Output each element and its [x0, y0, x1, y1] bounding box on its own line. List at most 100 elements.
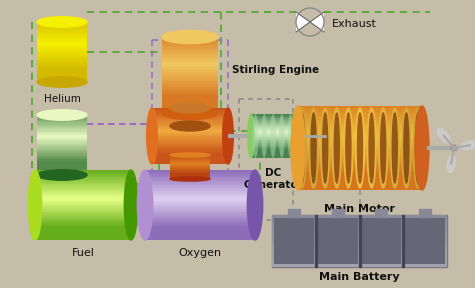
Bar	[298, 123, 422, 124]
Ellipse shape	[358, 113, 362, 183]
Bar	[35, 195, 131, 197]
Bar	[37, 63, 87, 64]
Bar	[37, 56, 87, 57]
Bar	[152, 151, 228, 152]
Ellipse shape	[247, 170, 263, 240]
Bar	[162, 92, 218, 93]
Bar	[145, 209, 255, 211]
Ellipse shape	[447, 155, 456, 173]
Bar	[162, 110, 218, 111]
Bar	[37, 129, 87, 130]
Bar	[37, 36, 87, 38]
Bar	[298, 113, 422, 114]
Text: Main Motor: Main Motor	[324, 204, 396, 214]
Bar	[272, 226, 447, 231]
Bar	[251, 131, 295, 132]
Bar	[298, 178, 422, 180]
Bar	[35, 197, 131, 198]
Bar	[298, 121, 422, 123]
Bar	[37, 81, 87, 82]
Bar	[170, 120, 210, 121]
Ellipse shape	[37, 17, 87, 27]
Bar	[298, 106, 422, 108]
Bar	[37, 65, 87, 67]
Ellipse shape	[332, 108, 342, 188]
Bar	[152, 155, 228, 156]
Bar	[35, 211, 131, 212]
Bar	[162, 86, 218, 87]
Ellipse shape	[392, 113, 397, 183]
Bar	[152, 145, 228, 146]
Bar	[298, 136, 422, 138]
Bar	[251, 153, 295, 154]
Bar	[152, 156, 228, 157]
Bar	[170, 121, 210, 122]
Bar	[37, 145, 87, 146]
Bar	[37, 39, 87, 40]
Ellipse shape	[287, 114, 294, 158]
Bar	[152, 160, 228, 161]
Bar	[37, 133, 87, 134]
Bar	[170, 109, 210, 110]
Ellipse shape	[147, 108, 157, 164]
Bar	[162, 107, 218, 109]
Bar	[170, 171, 210, 172]
Bar	[37, 166, 87, 168]
Bar	[272, 241, 447, 246]
Bar	[145, 185, 255, 187]
Bar	[35, 201, 131, 202]
Bar	[162, 49, 218, 51]
Bar	[298, 162, 422, 163]
Bar	[37, 43, 87, 45]
Bar	[37, 34, 87, 35]
Bar	[37, 155, 87, 156]
Ellipse shape	[170, 177, 210, 181]
Bar	[162, 51, 218, 52]
Bar	[37, 70, 87, 71]
Bar	[152, 109, 228, 110]
Bar	[35, 176, 131, 177]
Bar	[274, 218, 314, 264]
Bar	[145, 230, 255, 232]
Bar	[162, 39, 218, 40]
Bar	[152, 122, 228, 123]
Bar	[152, 154, 228, 155]
Bar	[170, 116, 210, 117]
Bar	[35, 206, 131, 208]
Bar	[251, 132, 295, 133]
Bar	[145, 234, 255, 236]
Bar	[298, 124, 422, 126]
Bar	[170, 165, 210, 166]
Bar	[152, 134, 228, 135]
Bar	[170, 124, 210, 125]
Bar	[251, 116, 295, 117]
Bar	[37, 137, 87, 138]
Bar	[35, 184, 131, 185]
Bar	[152, 133, 228, 134]
Bar	[145, 191, 255, 192]
Bar	[152, 153, 228, 154]
Text: Oxygen: Oxygen	[179, 248, 221, 258]
Bar	[170, 122, 210, 123]
Bar	[162, 48, 218, 49]
Bar	[145, 225, 255, 226]
Ellipse shape	[124, 170, 138, 240]
Bar	[162, 55, 218, 57]
Bar	[162, 83, 218, 84]
Bar	[37, 143, 87, 144]
Bar	[298, 173, 422, 175]
Bar	[37, 164, 87, 165]
Ellipse shape	[404, 113, 409, 183]
Bar	[272, 231, 447, 236]
Bar	[37, 126, 87, 127]
Bar	[37, 134, 87, 135]
Bar	[162, 45, 218, 46]
Bar	[251, 119, 295, 120]
Bar	[152, 119, 228, 120]
Bar	[37, 52, 87, 53]
Bar	[251, 117, 295, 118]
Bar	[37, 51, 87, 52]
Bar	[37, 64, 87, 65]
Bar	[170, 160, 210, 161]
Bar	[145, 208, 255, 209]
